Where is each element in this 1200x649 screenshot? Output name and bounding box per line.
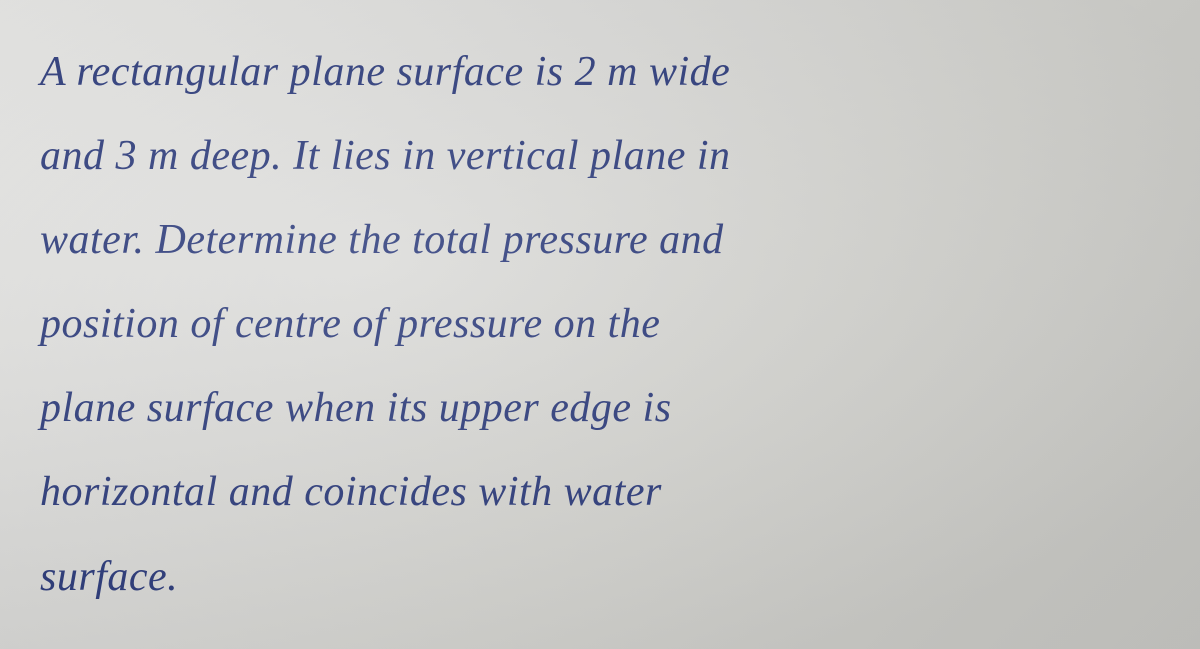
text-line: horizontal and coincides with water [40,464,1160,521]
text-line: surface. [40,549,1160,606]
handwritten-page: A rectangular plane surface is 2 m wide … [0,0,1200,649]
text-line: water. Determine the total pressure and [40,212,1160,269]
text-line: position of centre of pressure on the [40,296,1160,353]
text-line: A rectangular plane surface is 2 m wide [40,44,1160,101]
text-line: and 3 m deep. It lies in vertical plane … [40,128,1160,185]
text-line: plane surface when its upper edge is [40,380,1160,437]
